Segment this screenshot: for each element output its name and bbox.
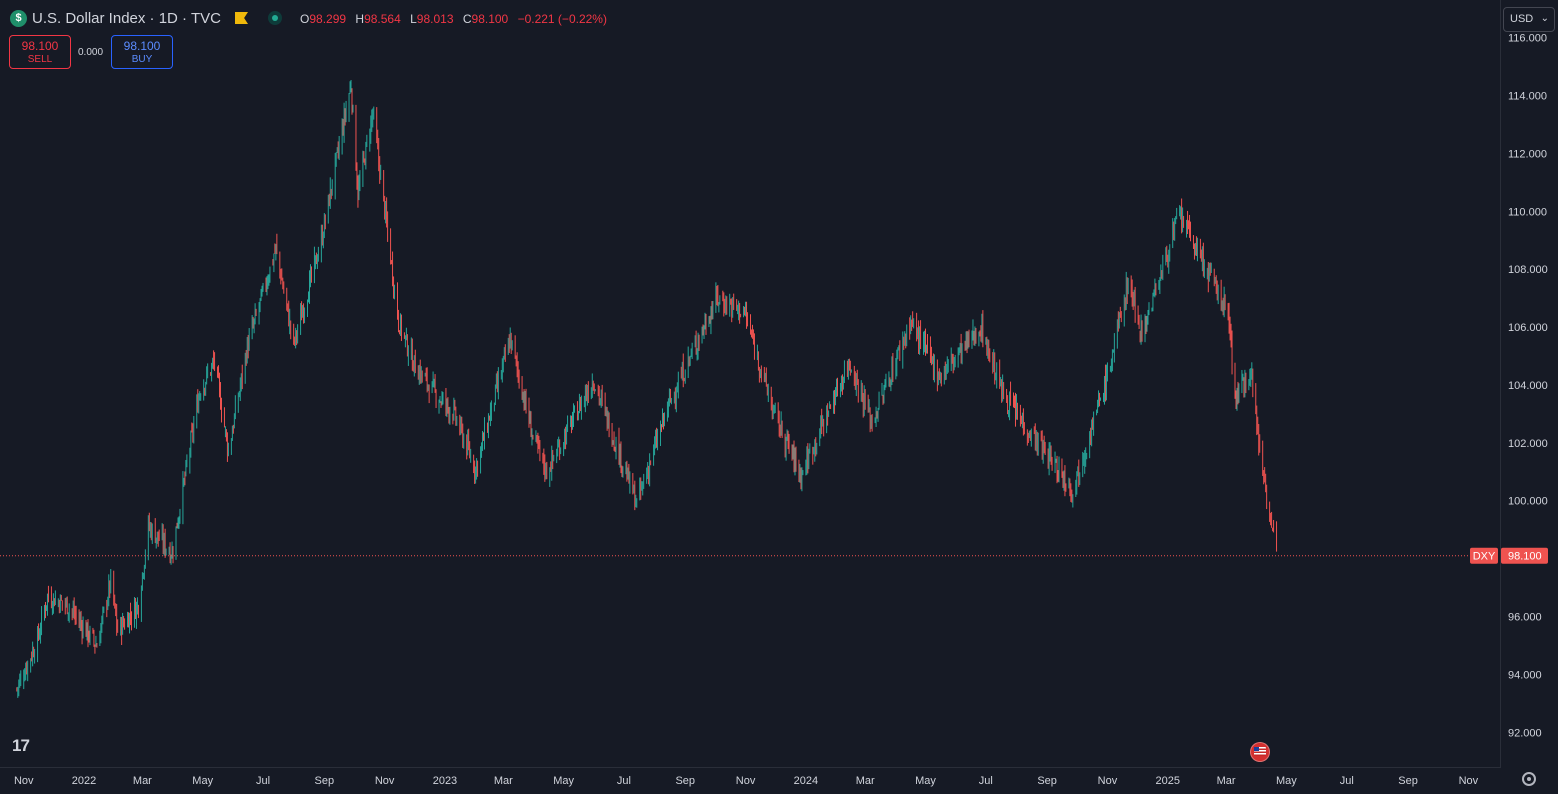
x-tick-label: Nov xyxy=(1459,775,1479,787)
x-tick-label: Mar xyxy=(1217,775,1236,787)
high-value: 98.564 xyxy=(364,12,401,26)
y-tick-label: 116.000 xyxy=(1508,33,1547,45)
legend-bar: $ U.S. Dollar Index · 1D · TVC O98.299 H… xyxy=(0,0,1500,38)
x-tick-label: Mar xyxy=(494,775,513,787)
high-label: H xyxy=(355,12,365,26)
x-tick-label: Jul xyxy=(979,775,993,787)
change-value: −0.221 (−0.22%) xyxy=(517,12,607,26)
currency-label: USD xyxy=(1510,13,1534,25)
x-tick-label: May xyxy=(192,775,213,787)
symbol-tag xyxy=(1470,547,1498,564)
y-tick-label: 106.000 xyxy=(1508,322,1548,334)
sell-price: 98.100 xyxy=(21,39,59,53)
y-tick-label: 102.000 xyxy=(1508,438,1548,450)
buy-price: 98.100 xyxy=(123,39,161,53)
sell-label: SELL xyxy=(27,54,53,65)
x-tick-label: Nov xyxy=(14,775,34,787)
y-tick-label: 114.000 xyxy=(1508,91,1547,103)
last-price-label: 98.100 xyxy=(1508,551,1542,563)
spread-value: 0.000 xyxy=(78,47,104,58)
x-tick-label: Nov xyxy=(375,775,395,787)
x-tick-label: Sep xyxy=(675,775,695,787)
x-tick-label: Nov xyxy=(736,775,756,787)
low-value: 98.013 xyxy=(416,12,454,26)
x-tick-label: Mar xyxy=(133,775,152,787)
time-axis[interactable] xyxy=(0,767,1500,794)
y-tick-label: 92.000 xyxy=(1508,727,1542,739)
y-tick-label: 110.000 xyxy=(1508,206,1547,218)
x-tick-label: Sep xyxy=(315,775,335,787)
open-label: O xyxy=(300,12,310,26)
last-price-badge xyxy=(1501,547,1548,564)
symbol-tag-label: DXY xyxy=(1473,551,1496,563)
price-axis[interactable] xyxy=(1500,0,1558,768)
x-tick-label: Nov xyxy=(1098,775,1118,787)
buy-button[interactable]: 98.100 BUY xyxy=(111,35,173,69)
x-tick-label: May xyxy=(915,775,936,787)
y-tick-label: 108.000 xyxy=(1508,264,1548,276)
x-tick-label: Sep xyxy=(1398,775,1418,787)
symbol-title[interactable]: U.S. Dollar Index · 1D · TVC xyxy=(32,10,221,27)
y-tick-label: 112.000 xyxy=(1508,148,1547,160)
x-tick-label: Jul xyxy=(1340,775,1354,787)
x-tick-label: May xyxy=(1276,775,1297,787)
y-tick-label: 94.000 xyxy=(1508,669,1542,681)
us-flag-event-icon[interactable] xyxy=(1250,742,1270,762)
buy-label: BUY xyxy=(131,54,153,65)
sell-button[interactable]: 98.100 SELL xyxy=(9,35,71,69)
chevron-down-icon: ⌄ xyxy=(1540,13,1549,24)
x-tick-label: Jul xyxy=(256,775,270,787)
x-tick-label: 2023 xyxy=(433,775,457,787)
flag-icon[interactable] xyxy=(235,12,248,24)
market-open-icon xyxy=(268,11,282,25)
low-label: L xyxy=(410,12,417,26)
settings-icon[interactable] xyxy=(1522,772,1536,786)
y-tick-label: 96.000 xyxy=(1508,611,1542,623)
y-tick-label: 104.000 xyxy=(1508,380,1548,392)
close-label: C xyxy=(462,12,472,26)
dollar-sign-icon: $ xyxy=(10,10,27,27)
ohlc-values: O98.299 H98.564 L98.013 C98.100 −0.221 (… xyxy=(300,12,613,26)
x-tick-label: Sep xyxy=(1037,775,1057,787)
x-tick-label: 2025 xyxy=(1156,775,1180,787)
x-tick-label: 2022 xyxy=(72,775,96,787)
open-value: 98.299 xyxy=(309,12,347,26)
x-tick-label: Jul xyxy=(617,775,631,787)
tradingview-logo[interactable]: 17 xyxy=(12,736,30,755)
close-value: 98.100 xyxy=(471,12,509,26)
x-tick-label: Mar xyxy=(856,775,875,787)
x-tick-label: May xyxy=(553,775,574,787)
x-tick-label: 2024 xyxy=(794,775,818,787)
y-tick-label: 100.000 xyxy=(1508,496,1548,508)
currency-dropdown[interactable]: USD ⌄ xyxy=(1503,7,1555,32)
